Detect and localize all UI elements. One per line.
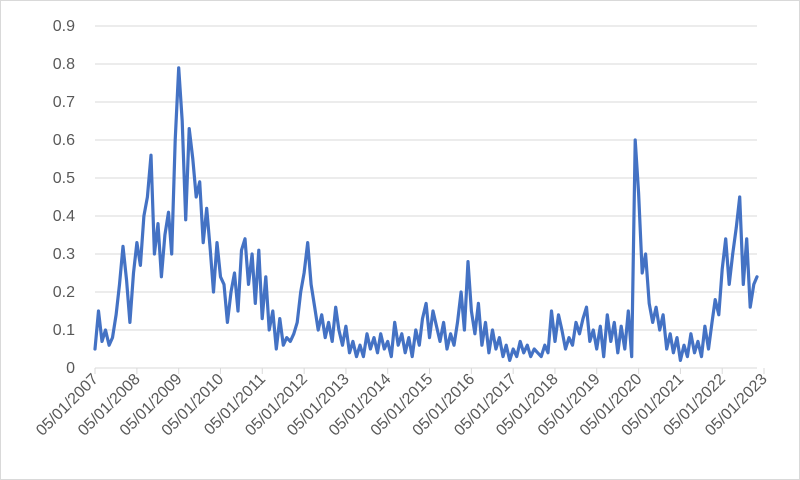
x-axis-tick-labels: 05/01/200705/01/200805/01/200905/01/2010… (33, 368, 771, 439)
y-tick-label: 0.4 (53, 208, 75, 225)
y-tick-label: 0.6 (53, 132, 75, 149)
series-lines (93, 66, 759, 362)
y-tick-label: 0.9 (53, 18, 75, 35)
y-tick-label: 0.2 (53, 284, 75, 301)
y-tick-label: 0.8 (53, 56, 75, 73)
y-tick-label: 0 (66, 360, 75, 377)
y-tick-label: 0.1 (53, 322, 75, 339)
y-tick-label: 0.7 (53, 94, 75, 111)
y-tick-label: 0.3 (53, 246, 75, 263)
gridlines (95, 25, 757, 369)
y-axis-tick-labels: 0 0.1 0.2 0.3 0.4 0.5 0.6 0.7 0.8 0.9 (53, 18, 75, 377)
series-line-0 (93, 66, 759, 362)
y-tick-label: 0.5 (53, 170, 75, 187)
